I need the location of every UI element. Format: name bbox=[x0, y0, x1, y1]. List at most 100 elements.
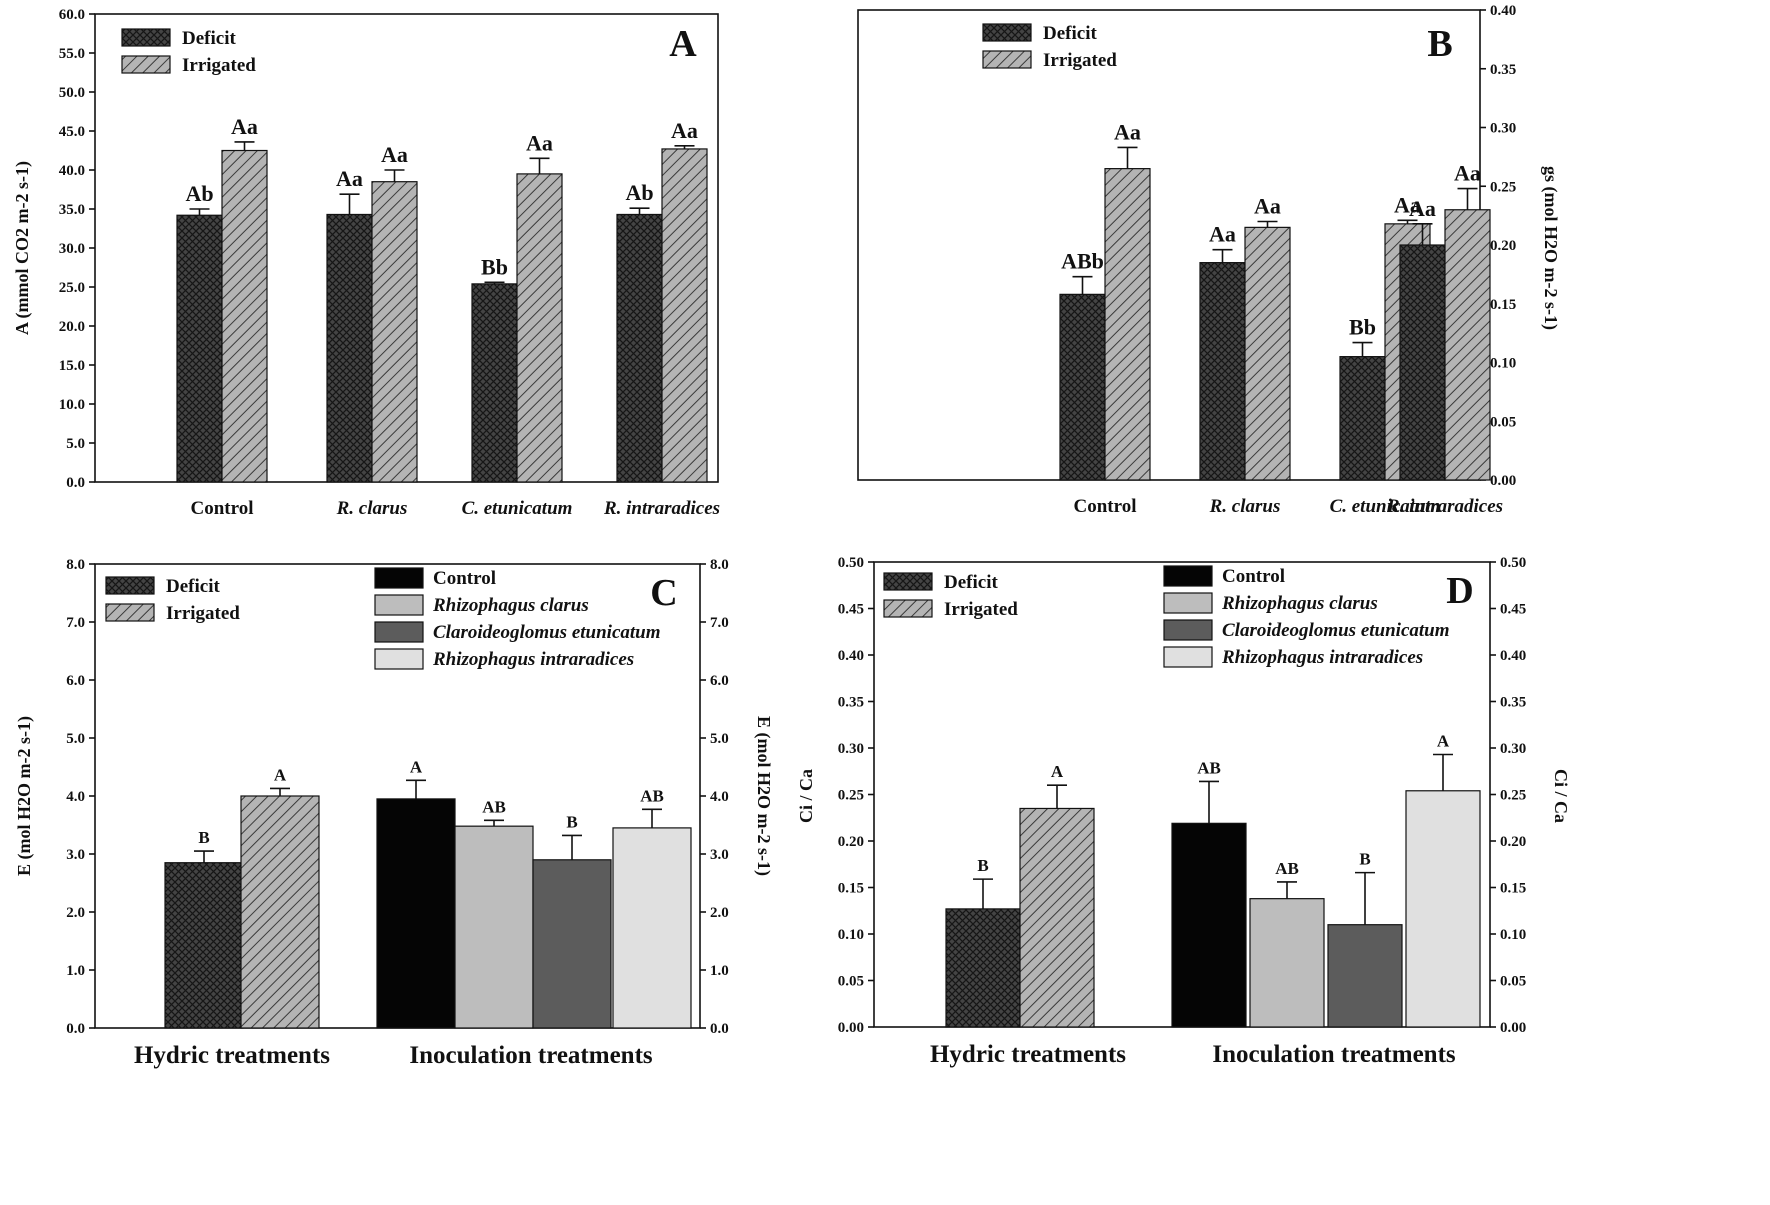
legend-label-claroideoglomus-etunicatum: Claroideoglomus etunicatum bbox=[433, 622, 661, 643]
significance-label: ABb bbox=[1061, 249, 1104, 274]
significance-label: AB bbox=[482, 797, 506, 816]
legend-swatch-deficit bbox=[982, 23, 1032, 42]
significance-label: AB bbox=[640, 786, 664, 805]
significance-label: Bb bbox=[481, 254, 508, 279]
y-tick-label-right: 0.20 bbox=[1490, 238, 1516, 254]
x-category-label: R. clarus bbox=[1209, 496, 1281, 517]
y-tick-label: 15.0 bbox=[59, 358, 85, 374]
significance-label: B bbox=[1359, 850, 1370, 869]
x-category-label: R. intraradices bbox=[1386, 496, 1503, 517]
legend-swatch-rhizophagus-intraradices bbox=[1163, 646, 1213, 668]
x-category-label: R. clarus bbox=[336, 498, 408, 519]
panel-b: 0.00 0.05 0.10 0.15 0.20 0.25 0.30 0.35 0.40 ABb A… bbox=[857, 3, 1561, 517]
y-tick-label: 0.40 bbox=[838, 648, 864, 664]
x-group-label: Hydric treatments bbox=[134, 1042, 330, 1069]
legend-swatch-rhizophagus-clarus bbox=[374, 594, 424, 616]
legend-swatch-deficit bbox=[121, 28, 171, 47]
significance-label: B bbox=[566, 812, 577, 831]
y-tick-label: 25.0 bbox=[59, 280, 85, 296]
y-tick-label-right: 0.35 bbox=[1500, 695, 1526, 711]
legend-label-deficit: Deficit bbox=[182, 28, 236, 49]
bar-deficit-r-intraradices bbox=[1399, 244, 1446, 481]
y-tick-label: 5.0 bbox=[66, 436, 85, 452]
y-axis-label-right: Ci / Ca bbox=[1551, 769, 1571, 823]
legend-label-deficit: Deficit bbox=[166, 576, 220, 597]
bar-irrigated-control bbox=[1104, 168, 1151, 481]
x-category-label: C. etunicatum bbox=[462, 498, 573, 519]
y-tick-label-right: 0.15 bbox=[1500, 881, 1526, 897]
y-tick-label: 0.10 bbox=[838, 927, 864, 943]
y-tick-label-right: 0.00 bbox=[1490, 473, 1516, 489]
significance-label: Aa bbox=[671, 118, 698, 143]
legend-label-control: Control bbox=[433, 568, 496, 589]
y-tick-label-right: 4.0 bbox=[710, 789, 729, 805]
legend-swatch-control bbox=[374, 567, 424, 589]
x-category-label: R. intraradices bbox=[603, 498, 720, 519]
significance-label: Aa bbox=[1394, 192, 1421, 217]
significance-label: Bb bbox=[1349, 315, 1376, 340]
y-tick-label: 0.0 bbox=[66, 1021, 85, 1037]
bar-deficit-r-clarus bbox=[326, 213, 373, 483]
bar-irrigated-r-clarus bbox=[371, 181, 418, 483]
y-tick-label-right: 0.35 bbox=[1490, 62, 1516, 78]
legend-swatch-deficit bbox=[883, 572, 933, 591]
legend-label-irrigated: Irrigated bbox=[944, 599, 1018, 620]
legend-swatch-irrigated bbox=[121, 55, 171, 74]
legend-label-rhizophagus-intraradices: Rhizophagus intraradices bbox=[1221, 647, 1423, 668]
y-tick-label-right: 0.25 bbox=[1490, 179, 1516, 195]
x-group-label: Hydric treatments bbox=[930, 1041, 1126, 1068]
y-axis-label: E (mol H2O m-2 s-1) bbox=[14, 716, 35, 876]
significance-label: Aa bbox=[1409, 196, 1436, 221]
bar-irrigated-r-clarus bbox=[1244, 226, 1291, 481]
legend-label-claroideoglomus-etunicatum: Claroideoglomus etunicatum bbox=[1222, 620, 1450, 641]
significance-label: A bbox=[410, 757, 423, 776]
bar-irrigated-r-intraradices bbox=[1444, 209, 1491, 481]
panel-letter: C bbox=[650, 572, 677, 614]
y-tick-label: 50.0 bbox=[59, 85, 85, 101]
bar-deficit-r-intraradices bbox=[616, 213, 663, 483]
y-tick-label: 2.0 bbox=[66, 905, 85, 921]
significance-label: B bbox=[198, 828, 209, 847]
y-tick-label: 0.35 bbox=[838, 695, 864, 711]
x-category-label: C. etunicatum bbox=[1330, 496, 1441, 517]
legend-swatch-rhizophagus-clarus bbox=[1163, 592, 1213, 614]
y-tick-label-right: 0.05 bbox=[1490, 414, 1516, 430]
y-tick-label-right: 0.20 bbox=[1500, 834, 1526, 850]
bar-rhizophagus-clarus bbox=[1249, 898, 1325, 1028]
bar-claroideoglomus-etunicatum bbox=[1327, 924, 1403, 1028]
y-tick-label: 35.0 bbox=[59, 202, 85, 218]
panel-c: 0.0 0.0 1.0 1.0 2.0 2.0 3.0 3.0 4.0 4.0 5.0 5.0 6.0 6… bbox=[14, 557, 774, 1069]
panel-letter: B bbox=[1427, 23, 1452, 65]
significance-label: AB bbox=[1197, 758, 1221, 777]
legend-label-deficit: Deficit bbox=[1043, 23, 1097, 44]
y-tick-label: 60.0 bbox=[59, 7, 85, 23]
bar-control bbox=[1171, 822, 1247, 1028]
panel-letter: A bbox=[669, 23, 697, 65]
legend-swatch-claroideoglomus-etunicatum bbox=[374, 621, 424, 643]
significance-label: A bbox=[1437, 732, 1450, 751]
legend-label-deficit: Deficit bbox=[944, 572, 998, 593]
legend-label-irrigated: Irrigated bbox=[182, 55, 256, 76]
y-tick-label: 0.45 bbox=[838, 602, 864, 618]
y-tick-label-right: 2.0 bbox=[710, 905, 729, 921]
significance-label: Aa bbox=[336, 166, 363, 191]
legend-label-rhizophagus-clarus: Rhizophagus clarus bbox=[1221, 593, 1378, 614]
bar-irrigated-control bbox=[221, 149, 268, 483]
significance-label: Aa bbox=[1114, 119, 1141, 144]
y-tick-label: 10.0 bbox=[59, 397, 85, 413]
significance-label: A bbox=[1051, 762, 1064, 781]
bar-deficit-control bbox=[1059, 293, 1106, 481]
bar-rhizophagus-intraradices bbox=[612, 827, 692, 1029]
y-tick-label: 30.0 bbox=[59, 241, 85, 257]
legend-label-rhizophagus-intraradices: Rhizophagus intraradices bbox=[432, 649, 634, 670]
y-tick-label-right: 5.0 bbox=[710, 731, 729, 747]
bar-deficit-c-etunicatum bbox=[471, 283, 518, 483]
y-tick-label-right: 1.0 bbox=[710, 963, 729, 979]
y-tick-label-right: 8.0 bbox=[710, 557, 729, 573]
legend-swatch-irrigated bbox=[883, 599, 933, 618]
y-axis-label: Ci / Ca bbox=[796, 769, 816, 823]
y-tick-label: 4.0 bbox=[66, 789, 85, 805]
y-tick-label-right: 0.25 bbox=[1500, 788, 1526, 804]
significance-label: Ab bbox=[625, 180, 653, 205]
